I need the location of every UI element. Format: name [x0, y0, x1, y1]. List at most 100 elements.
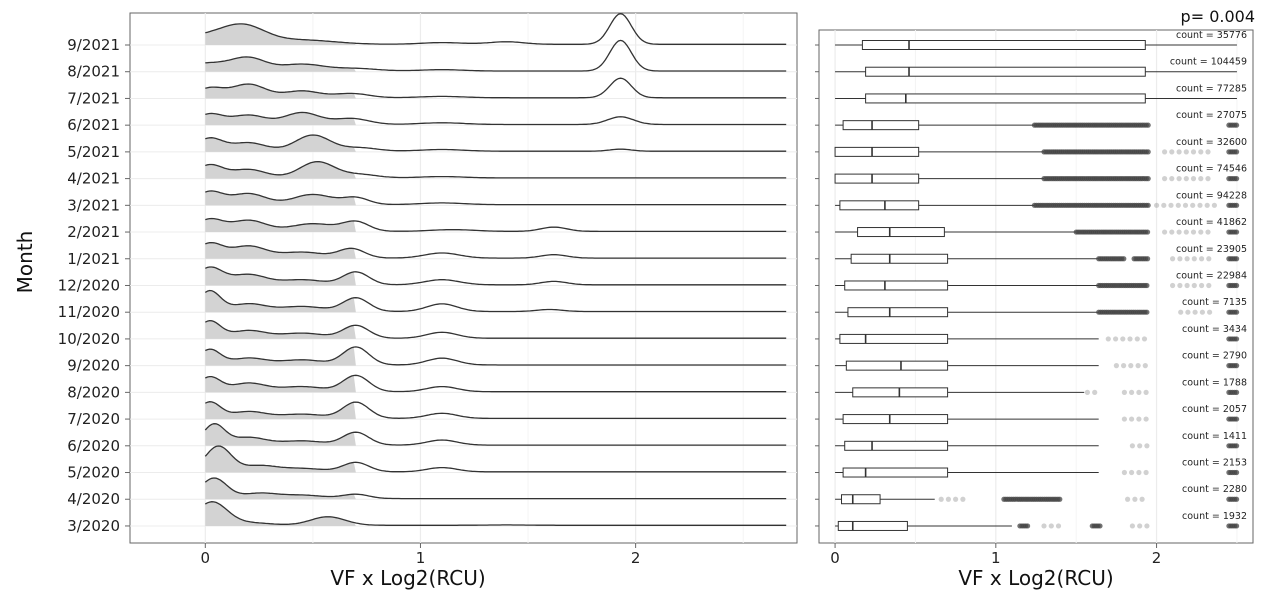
box-body-10-2020 — [839, 333, 949, 344]
box-outlier-1-2021 — [1184, 256, 1190, 262]
box-outlier-4-2020 — [1234, 496, 1240, 502]
ridgeline-x-axis-title: VF x Log2(RCU) — [330, 566, 485, 590]
box-outlier-4-2021 — [1234, 176, 1240, 182]
box-outlier-9-2020 — [1142, 363, 1148, 369]
boxplot-x-ticks: 0 1 2 — [830, 543, 1161, 567]
ridge-fill-5-2021 — [205, 135, 356, 152]
box-body-11-2020 — [847, 307, 949, 318]
box-outlier-6-2021 — [1145, 122, 1151, 128]
box-outlier-10-2020 — [1141, 336, 1148, 342]
box-outlier-6-2020 — [1234, 443, 1240, 449]
box-outlier-9-2020 — [1234, 363, 1240, 369]
ridge-line-5-2020 — [204, 445, 787, 473]
box-outlier-4-2021 — [1190, 176, 1197, 182]
ridge-line-3-2020 — [204, 501, 787, 526]
boxplot-panel: count = 35776 count = 104459 count = 77285… — [815, 29, 1254, 590]
box-body-1-2021 — [850, 253, 949, 264]
box-outlier-8-2020 — [1092, 389, 1098, 395]
box-count-label-4-2020: count = 2280 — [1182, 484, 1247, 495]
box-outlier-3-2021 — [1190, 202, 1196, 208]
box-outlier-3-2021 — [1154, 202, 1160, 208]
box-count-label-7-2020: count = 2057 — [1182, 404, 1247, 415]
box-outlier-3-2021 — [1182, 202, 1189, 208]
box-outlier-4-2021 — [1176, 176, 1182, 182]
ridgeline-x-tick-label: 2 — [631, 549, 641, 567]
month-tick-labels: 9/2021 8/2021 7/2021 6/2021 5/2021 4/2021 3/20… — [58, 36, 130, 535]
box-outlier-5-2020 — [1143, 469, 1149, 476]
box-outlier-11-2020 — [1178, 309, 1184, 315]
ridgeline-x-tick-label: 1 — [416, 549, 426, 567]
ridge-line-4-2021 — [205, 160, 787, 179]
box-outlier-12-2020 — [1234, 282, 1240, 289]
box-outlier-3-2021 — [1234, 202, 1240, 208]
month-label-10-2020: 10/2020 — [58, 330, 120, 348]
ridge-fill-8-2021 — [205, 56, 356, 72]
box-outlier-9-2020 — [1135, 363, 1141, 369]
y-axis-title: Month — [13, 231, 37, 294]
box-outlier-10-2020 — [1120, 336, 1126, 342]
box-outlier-10-2020 — [1113, 336, 1119, 342]
box-outlier-4-2020 — [1057, 496, 1063, 502]
box-outlier-3-2020 — [1041, 523, 1047, 529]
box-outlier-1-2021 — [1234, 256, 1240, 262]
month-label-7-2021: 7/2021 — [67, 89, 120, 107]
box-outlier-8-2020 — [1084, 389, 1090, 395]
box-outlier-4-2020 — [945, 496, 952, 502]
box-count-label-1-2021: count = 23905 — [1176, 244, 1247, 255]
box-outlier-4-2021 — [1162, 176, 1168, 182]
boxplot-x-axis-title: VF x Log2(RCU) — [958, 566, 1113, 590]
box-outlier-5-2021 — [1205, 149, 1211, 155]
ridgeline-x-ticks: 0 1 2 — [201, 543, 641, 567]
month-label-2-2021: 2/2021 — [67, 223, 120, 241]
ridge-line-4-2020 — [204, 477, 787, 500]
box-outlier-5-2021 — [1183, 149, 1189, 155]
box-body-4-2020 — [841, 494, 881, 505]
box-outlier-4-2021 — [1145, 176, 1151, 182]
box-count-label-3-2020: count = 1932 — [1182, 511, 1247, 522]
box-outlier-5-2020 — [1136, 469, 1142, 476]
box-outlier-4-2020 — [1125, 496, 1131, 502]
box-outlier-11-2020 — [1234, 309, 1240, 315]
month-label-5-2020: 5/2020 — [67, 464, 120, 482]
box-body-3-2021 — [839, 200, 920, 211]
ridge-line-7-2020 — [205, 401, 787, 420]
ridge-line-7-2021 — [205, 77, 787, 99]
box-count-label-11-2020: count = 7135 — [1182, 297, 1247, 308]
ridge-line-8-2020 — [205, 374, 787, 393]
box-body-3-2020 — [837, 520, 908, 531]
ridge-line-9-2021 — [205, 13, 787, 45]
box-outlier-6-2020 — [1129, 443, 1135, 449]
box-body-5-2021 — [834, 146, 920, 157]
box-outlier-3-2021 — [1161, 202, 1167, 208]
box-outlier-10-2020 — [1134, 336, 1140, 342]
box-outlier-3-2020 — [1234, 523, 1240, 529]
box-outlier-7-2020 — [1129, 416, 1135, 422]
box-outlier-5-2021 — [1162, 149, 1168, 155]
box-outlier-12-2020 — [1199, 282, 1205, 289]
box-body-2-2021 — [857, 227, 945, 238]
boxplot-x-tick-label: 1 — [991, 549, 1001, 567]
box-count-label-6-2021: count = 27075 — [1176, 110, 1247, 121]
ridge-line-11-2020 — [204, 289, 787, 313]
box-outlier-11-2020 — [1185, 309, 1191, 315]
ridge-fill-7-2021 — [205, 84, 356, 99]
box-outlier-6-2020 — [1144, 443, 1150, 449]
box-outlier-3-2020 — [1025, 523, 1031, 529]
box-outlier-4-2021 — [1198, 176, 1204, 182]
box-outlier-9-2020 — [1113, 363, 1119, 369]
box-body-8-2021 — [865, 66, 1146, 77]
box-outlier-1-2021 — [1170, 256, 1176, 262]
ridge-line-12-2020 — [205, 266, 787, 286]
box-outlier-4-2020 — [960, 496, 966, 502]
ridge-line-10-2020 — [205, 319, 787, 339]
box-outlier-8-2020 — [1143, 389, 1149, 395]
ridgeline-panel: 9/2021 8/2021 7/2021 6/2021 5/2021 4/2021 3/20… — [58, 12, 798, 590]
box-outlier-5-2020 — [1234, 469, 1240, 476]
box-outlier-9-2020 — [1128, 363, 1134, 369]
box-outlier-1-2021 — [1191, 256, 1197, 262]
month-label-11-2020: 11/2020 — [58, 303, 120, 321]
ridge-line-3-2021 — [205, 190, 787, 206]
box-outlier-4-2021 — [1205, 176, 1211, 182]
box-outlier-5-2021 — [1169, 149, 1175, 155]
box-count-label-4-2021: count = 74546 — [1176, 164, 1247, 175]
